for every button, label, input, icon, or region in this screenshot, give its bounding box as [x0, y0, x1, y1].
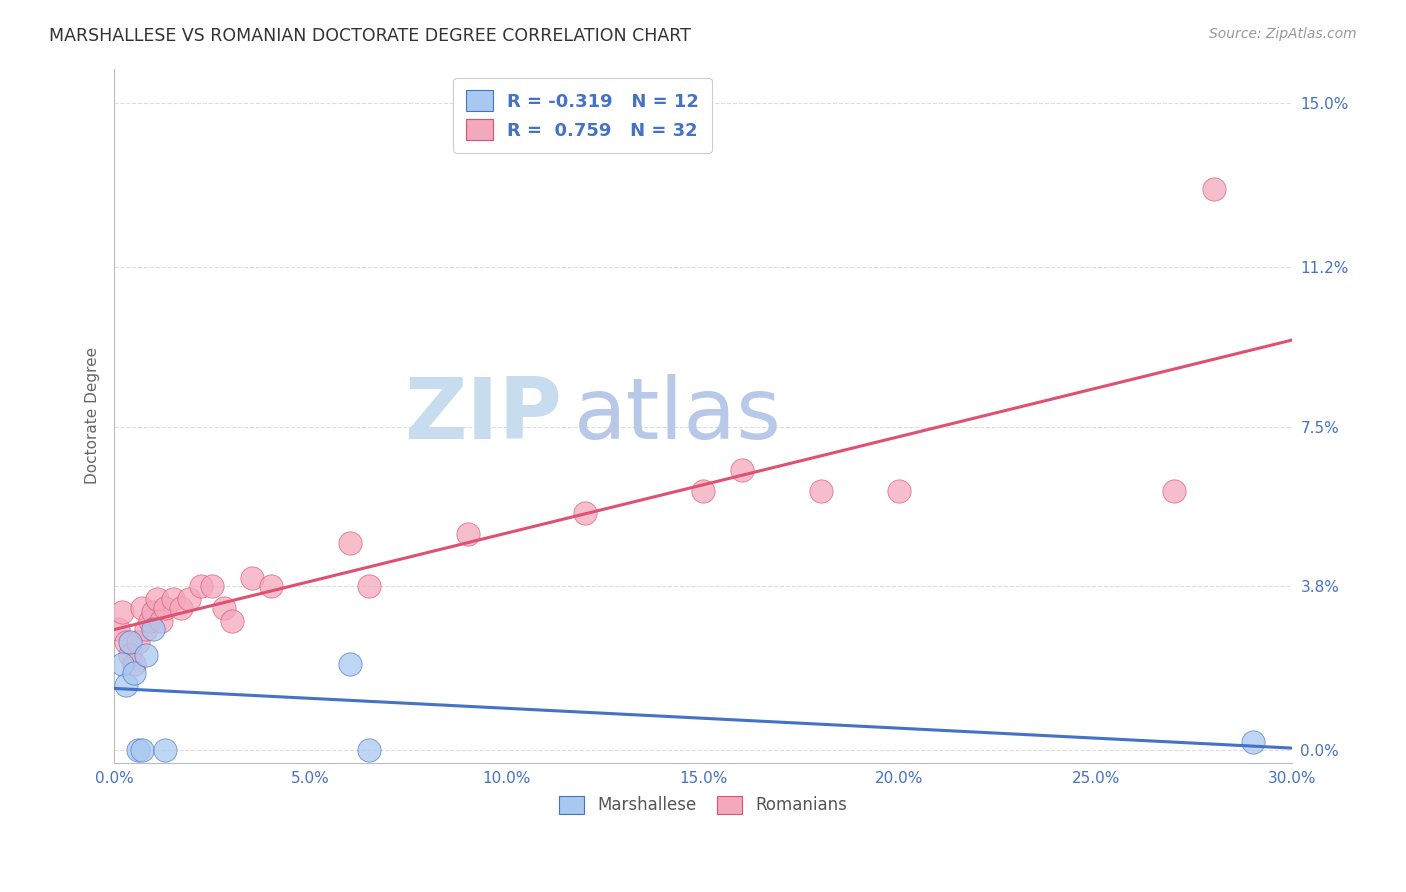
Point — [339, 657, 361, 671]
Point — [146, 592, 169, 607]
Point — [138, 614, 160, 628]
Point — [692, 484, 714, 499]
Point — [150, 614, 173, 628]
Point — [162, 592, 184, 607]
Point — [212, 600, 235, 615]
Point — [1202, 182, 1225, 196]
Point — [131, 743, 153, 757]
Point — [142, 605, 165, 619]
Point — [177, 592, 200, 607]
Point — [131, 600, 153, 615]
Point — [115, 635, 138, 649]
Text: Source: ZipAtlas.com: Source: ZipAtlas.com — [1209, 27, 1357, 41]
Point — [359, 743, 381, 757]
Point — [574, 506, 596, 520]
Point — [240, 571, 263, 585]
Legend: Marshallese, Romanians: Marshallese, Romanians — [550, 786, 858, 824]
Point — [142, 623, 165, 637]
Point — [170, 600, 193, 615]
Point — [457, 527, 479, 541]
Point — [115, 678, 138, 692]
Point — [190, 579, 212, 593]
Point — [135, 648, 157, 663]
Text: atlas: atlas — [574, 375, 782, 458]
Y-axis label: Doctorate Degree: Doctorate Degree — [86, 347, 100, 484]
Point — [127, 635, 149, 649]
Point — [107, 623, 129, 637]
Point — [339, 536, 361, 550]
Point — [111, 657, 134, 671]
Text: MARSHALLESE VS ROMANIAN DOCTORATE DEGREE CORRELATION CHART: MARSHALLESE VS ROMANIAN DOCTORATE DEGREE… — [49, 27, 692, 45]
Text: ZIP: ZIP — [404, 375, 562, 458]
Point — [122, 657, 145, 671]
Point — [731, 463, 754, 477]
Point — [127, 743, 149, 757]
Point — [111, 605, 134, 619]
Point — [260, 579, 283, 593]
Point — [1241, 734, 1264, 748]
Point — [359, 579, 381, 593]
Point — [122, 665, 145, 680]
Point — [155, 743, 177, 757]
Point — [118, 648, 141, 663]
Point — [1163, 484, 1185, 499]
Point — [155, 600, 177, 615]
Point — [221, 614, 243, 628]
Point — [118, 635, 141, 649]
Point — [889, 484, 911, 499]
Point — [810, 484, 832, 499]
Point — [135, 623, 157, 637]
Point — [201, 579, 224, 593]
